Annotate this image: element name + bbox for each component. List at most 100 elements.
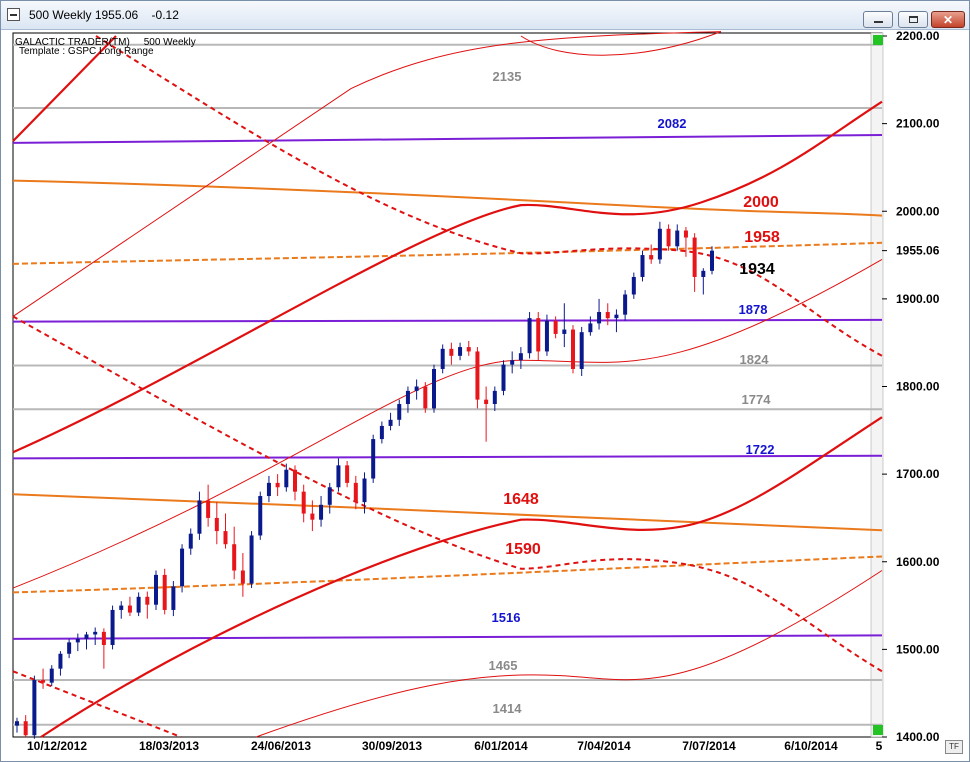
- candle-body: [675, 230, 680, 247]
- candle-body: [484, 399, 489, 405]
- chart-header-template: Template : GSPC Long Range: [19, 46, 154, 57]
- y-tick-label: 1955.06: [896, 244, 940, 258]
- level-label: 1722: [746, 442, 775, 457]
- orange-solid-curve-lower: [12, 493, 883, 532]
- red-thin-arc-top: [520, 31, 722, 56]
- candle-body: [293, 469, 297, 492]
- candle-body: [683, 230, 688, 238]
- candle-body: [32, 680, 37, 736]
- candle-body: [67, 642, 72, 654]
- candle-body: [657, 228, 662, 260]
- candle-body: [223, 531, 228, 545]
- y-tick-label: 1500.00: [896, 642, 940, 656]
- candle-body: [379, 425, 384, 440]
- level-label: 1590: [505, 541, 541, 558]
- y-tick-label: 1400.00: [896, 730, 940, 744]
- minimize-button[interactable]: [863, 11, 893, 28]
- x-tick-label: 5: [876, 739, 883, 753]
- candle-body: [579, 332, 584, 369]
- orange-solid-curve-upper: [12, 179, 883, 217]
- timeframe-button[interactable]: TF: [945, 740, 963, 754]
- candle-body: [466, 347, 471, 352]
- candle-body: [310, 513, 315, 520]
- candle-body: [649, 255, 654, 260]
- red-thin-channel-mid: [12, 259, 883, 589]
- orange-dashed-curve-upper: [12, 241, 883, 265]
- candle-body: [614, 314, 619, 319]
- purple-level-line: [12, 318, 883, 323]
- candle-body: [553, 320, 558, 334]
- close-icon: ✕: [943, 13, 954, 27]
- title-bar[interactable]: 500 Weekly 1955.06 -0.12 ✕: [1, 1, 969, 30]
- candle-body: [49, 668, 54, 683]
- scroll-down-marker[interactable]: [873, 725, 883, 735]
- level-label: 1824: [740, 352, 770, 367]
- purple-level-line: [12, 454, 883, 460]
- x-tick-label: 24/06/2013: [251, 739, 311, 753]
- red-thin-channel-top: [12, 31, 722, 317]
- candle-body: [544, 320, 549, 352]
- candle-body: [353, 482, 358, 503]
- candle-body: [492, 390, 497, 405]
- candle-body: [145, 596, 150, 605]
- candle-body: [432, 368, 436, 409]
- candle-body: [449, 348, 454, 356]
- candle-body: [188, 533, 193, 549]
- chart-app-icon: [7, 8, 20, 21]
- candle-body: [171, 586, 176, 610]
- right-scrollbar: [870, 32, 884, 738]
- x-tick-label: 18/03/2013: [139, 739, 199, 753]
- maximize-button[interactable]: [898, 11, 928, 28]
- y-tick-label: 1600.00: [896, 555, 940, 569]
- y-tick-label: 1800.00: [896, 380, 940, 394]
- candle-body: [180, 548, 185, 587]
- x-tick-label: 6/10/2014: [784, 739, 838, 753]
- candle-body: [458, 347, 463, 356]
- candle-body: [597, 312, 602, 324]
- candle-body: [536, 318, 541, 352]
- x-tick-label: 7/04/2014: [577, 739, 631, 753]
- candle-body: [371, 439, 376, 479]
- candle-body: [301, 491, 306, 514]
- candle-body: [75, 638, 80, 643]
- plot-area: [12, 32, 883, 738]
- candle-body: [510, 360, 515, 365]
- candle-body: [588, 323, 593, 333]
- level-label: 2135: [493, 69, 522, 84]
- maximize-icon: [909, 16, 918, 23]
- candle-body: [93, 631, 98, 635]
- candle-body: [162, 574, 167, 610]
- x-tick-label: 7/07/2014: [682, 739, 736, 753]
- candle-body: [275, 482, 280, 488]
- y-tick-label: 1900.00: [896, 292, 940, 306]
- candle-body: [232, 544, 237, 571]
- candle-body: [41, 680, 46, 683]
- close-button[interactable]: ✕: [931, 11, 965, 28]
- red-dashed-line-bottomleft: [12, 670, 182, 738]
- candle-body: [101, 631, 106, 645]
- candle-body: [362, 478, 367, 503]
- candle-body: [127, 605, 132, 613]
- candle-body: [562, 329, 567, 334]
- y-tick-label: 2000.00: [896, 204, 940, 218]
- y-tick-label: 2200.00: [896, 29, 940, 43]
- y-tick-label: 1700.00: [896, 467, 940, 481]
- candle-body: [336, 465, 341, 488]
- x-tick-label: 30/09/2013: [362, 739, 422, 753]
- candle-body: [206, 500, 211, 518]
- candle-body: [266, 482, 271, 497]
- candle-body: [631, 276, 636, 295]
- candle-body: [319, 504, 324, 520]
- orange-dashed-curve-lower: [12, 555, 883, 594]
- candle-body: [136, 596, 141, 613]
- candle-body: [501, 364, 506, 391]
- level-label: 1414: [493, 701, 523, 716]
- candle-body: [666, 228, 671, 247]
- candle-body: [84, 634, 89, 639]
- level-label: 2000: [743, 194, 779, 211]
- scroll-up-marker[interactable]: [873, 35, 883, 45]
- candle-body: [284, 469, 289, 488]
- candle-body: [440, 348, 445, 369]
